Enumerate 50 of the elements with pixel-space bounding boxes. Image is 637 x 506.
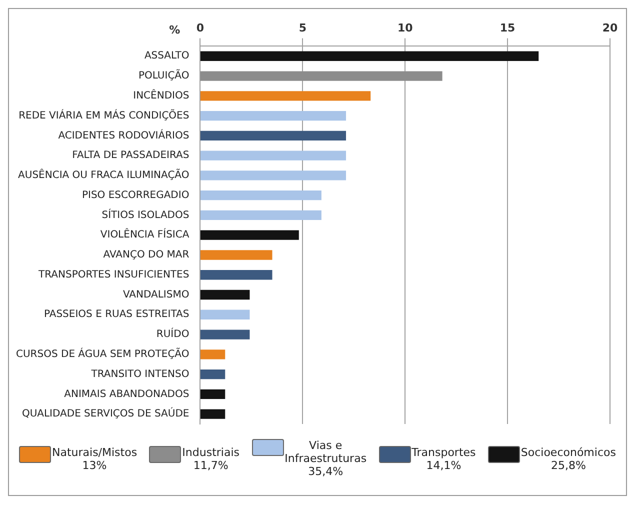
legend-label: Vias e Infraestruturas 35,4% [284,439,367,478]
y-tick-label: ANIMAIS ABANDONADOS [64,388,190,400]
bar [200,230,299,240]
y-tick-label: PISO ESCORREGADIO [82,190,190,201]
legend-label: Socioeconómicos 25,8% [520,446,616,472]
bar [200,389,226,400]
legend-label: Transportes 14,1% [412,446,476,472]
bar [200,210,322,220]
bar [200,130,346,141]
bar [200,310,250,320]
x-tick-label: 5 [298,21,306,34]
legend-label: Industriais 11,7% [182,446,240,472]
bar [200,190,322,200]
y-tick-label: INCÊNDIOS [133,88,190,102]
bar [200,71,442,81]
legend-label: Naturais/Mistos 13% [52,446,138,472]
y-tick-label: AUSÊNCIA OU FRACA ILUMINAÇÃO [18,168,190,182]
y-tick-label: REDE VIÁRIA EM MÁS CONDIÇÕES [18,108,190,122]
bar [200,91,371,101]
y-tick-label: CURSOS DE ÁGUA SEM PROTEÇÃO [16,347,190,360]
bar [200,250,272,260]
x-tick-label: 20 [602,21,618,34]
x-tick-label: 0 [196,21,204,34]
y-tick-label: PASSEIOS E RUAS ESTREITAS [44,309,190,320]
bar [200,150,346,160]
y-tick-label: AVANÇO DO MAR [103,250,190,261]
bar [200,290,250,300]
bar [200,270,272,280]
y-tick-label: SÍTIOS ISOLADOS [102,208,190,221]
x-axis-title: % [169,23,180,36]
x-tick-label: 15 [500,21,516,34]
y-tick-label: VANDALISMO [122,289,190,300]
y-tick-label: TRANSITO INTENSO [90,368,190,380]
bar [200,409,226,419]
y-tick-label: TRANSPORTES INSUFICIENTES [38,269,190,280]
y-tick-label: VIOLÊNCIA FÍSICA [100,228,190,241]
bar [200,51,539,61]
y-tick-label: QUALIDADE SERVIÇOS DE SAÚDE [22,406,190,420]
bar [200,110,346,121]
y-tick-label: POLUIÇÃO [138,68,190,82]
y-tick-label: RUÍDO [156,327,190,340]
bar [200,330,250,340]
x-tick-label: 10 [397,21,414,34]
y-tick-label: FALTA DE PASSADEIRAS [72,150,190,162]
bar [200,369,226,380]
chart-frame: 0 5 10 15 20 ASSALTO POLUIÇÃO INCÊNDIOS REDE VIÁRIA EM MÁS CONDIÇÕES ACIDENTES RODOVIÁRIOS FALTA DE PASSADEIRAS AUSÊNCIA OU FRACA ILUMINAÇÃO PISO ESCORREGADIO SÍTIOS ISOLADOS VIOLÊNCIA FÍSICA AVANÇO DO MAR TRANSPORTES INSUFICIENTES VANDALISMO PASSEIOS E RUAS ESTREITAS RUÍDO CURSOS DE ÁGUA SEM PROTEÇÃO TRANSITO INTENSO ANIMAIS ABANDONADOS QUALIDADE SERVIÇOS DE SAÚDE % Naturais/Mistos 13% Industriais 11,7% Vias e Infraestruturas 35,4% Transportes 14,1% Socioeconómicos 25,8% [8,8,627,496]
bar [200,170,346,180]
y-tick-label: ACIDENTES RODOVIÁRIOS [58,128,190,142]
bar [200,350,226,360]
y-tick-label: ASSALTO [144,50,190,62]
